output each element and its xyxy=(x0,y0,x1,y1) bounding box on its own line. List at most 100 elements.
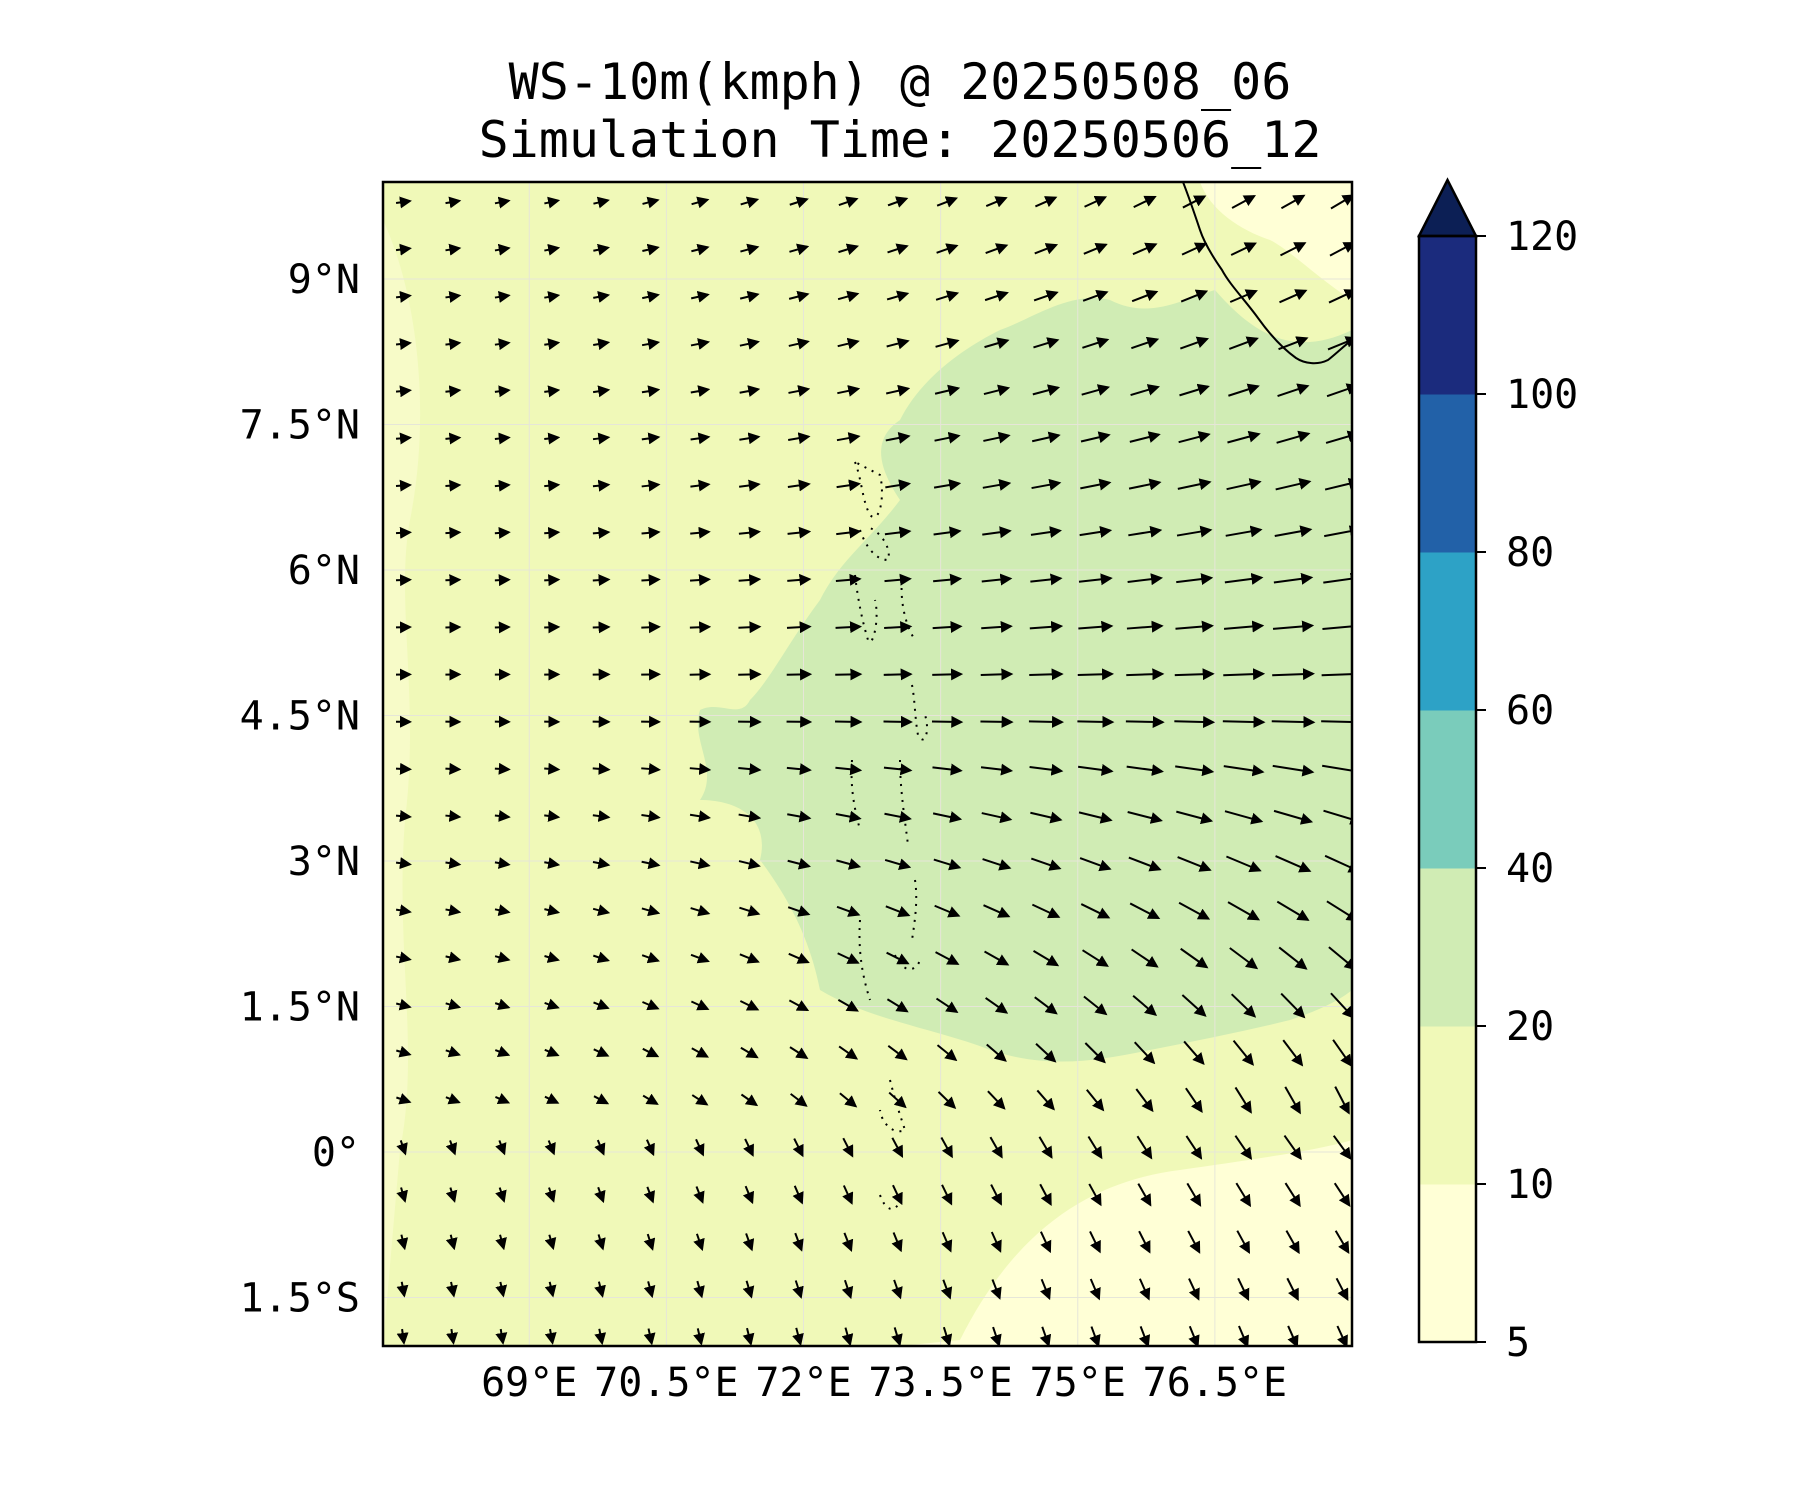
latitude-labels: 9°N 7.5°N 6°N 4.5°N 3°N 1.5°N 0° 1.5°S xyxy=(240,257,360,1322)
wind-vector xyxy=(841,1232,854,1253)
wind-vector xyxy=(445,479,462,492)
map-frame xyxy=(381,180,1354,1348)
wind-vector xyxy=(1129,902,1161,919)
wind-vector xyxy=(494,857,511,869)
wind-vector xyxy=(690,952,710,964)
wind-vector xyxy=(1183,1040,1205,1066)
wind-vector xyxy=(933,479,962,491)
wind-vector xyxy=(544,338,561,351)
wind-vector xyxy=(1277,383,1310,397)
wind-vector xyxy=(985,243,1009,255)
wind-vector xyxy=(1082,337,1110,349)
wind-vector xyxy=(395,290,412,303)
wind-vector xyxy=(1040,1231,1052,1254)
lon-tick-label: 70.5°E xyxy=(594,1360,739,1406)
wind-vector xyxy=(689,763,712,775)
wind-vector xyxy=(445,904,462,917)
wind-vector xyxy=(936,1044,958,1062)
wind-vector xyxy=(494,1045,511,1058)
wind-vector xyxy=(1031,478,1062,491)
wind-vector xyxy=(743,1138,754,1157)
wind-vector xyxy=(1286,1277,1299,1302)
wind-vector xyxy=(1126,668,1165,681)
wind-vector xyxy=(494,574,511,587)
wind-vector xyxy=(1334,1230,1350,1255)
wind-vector xyxy=(445,1093,461,1105)
wind-vector xyxy=(786,621,812,634)
wind-vector xyxy=(1223,668,1266,681)
wind-vector xyxy=(838,196,859,208)
wind-vector xyxy=(544,1045,560,1057)
lat-tick-label: 0° xyxy=(312,1130,360,1176)
wind-vector xyxy=(544,998,560,1010)
wind-vector xyxy=(1272,668,1315,681)
wind-vector xyxy=(1178,901,1211,920)
wind-vector xyxy=(690,290,710,303)
wind-vector xyxy=(1029,620,1064,633)
wind-vector xyxy=(544,951,560,963)
wind-vector xyxy=(1287,1325,1299,1346)
wind-vector xyxy=(1131,948,1159,968)
wind-vector xyxy=(1029,668,1064,681)
colorbar-tick-label: 60 xyxy=(1506,688,1554,734)
wind-vector xyxy=(1272,620,1315,633)
wind-vector xyxy=(885,432,911,444)
wind-vector xyxy=(1031,903,1061,919)
wind-vector xyxy=(445,1045,461,1058)
wind-vector xyxy=(1279,289,1308,304)
wind-vector xyxy=(990,1231,1002,1253)
wind-vector xyxy=(396,1187,408,1203)
wind-vector xyxy=(494,809,511,822)
wind-vector xyxy=(937,1091,957,1110)
colorbar-tick-label: 80 xyxy=(1506,530,1554,576)
wind-vector xyxy=(788,290,810,303)
wind-vector xyxy=(395,479,412,492)
wind-vector xyxy=(445,526,462,539)
wind-vector xyxy=(1083,242,1108,255)
wind-vector xyxy=(738,810,762,823)
wind-vector xyxy=(641,810,661,823)
wind-vector xyxy=(787,810,812,823)
wind-vector xyxy=(885,905,911,918)
lat-tick-label: 4.5°N xyxy=(240,694,360,740)
wind-vector xyxy=(740,243,760,256)
wind-vector xyxy=(792,1232,804,1252)
wind-vector xyxy=(1235,1182,1252,1208)
wind-vector xyxy=(689,810,711,823)
wind-vector xyxy=(1079,525,1113,538)
wind-vector xyxy=(1080,478,1112,491)
wind-vector xyxy=(592,479,611,492)
wind-vector xyxy=(1186,1182,1202,1207)
wind-vector xyxy=(891,1137,904,1158)
map-plot-area xyxy=(383,182,1352,1346)
wind-vector xyxy=(1224,572,1264,585)
colorbar-segment xyxy=(1419,710,1476,869)
colorbar-tick-label: 120 xyxy=(1506,214,1578,260)
wind-vector xyxy=(1222,716,1266,729)
wind-vector xyxy=(396,1281,409,1298)
wind-vector xyxy=(544,385,561,398)
wind-vector xyxy=(739,952,760,964)
wind-vector xyxy=(1185,1087,1203,1113)
wind-vector xyxy=(982,526,1012,539)
wind-vector xyxy=(838,243,859,256)
wind-vector xyxy=(788,385,811,397)
wind-vector xyxy=(1080,431,1111,444)
wind-vector xyxy=(933,858,962,871)
wind-vector xyxy=(445,951,462,964)
colorbar-segment xyxy=(1419,1026,1476,1185)
wind-vector xyxy=(738,857,761,870)
wind-vector xyxy=(1234,1086,1252,1114)
wind-vector xyxy=(1226,478,1262,491)
wind-vector xyxy=(1330,194,1352,210)
wind-vector xyxy=(1324,525,1352,538)
wind-vector xyxy=(592,857,611,869)
wind-vector xyxy=(982,858,1012,871)
wind-vector xyxy=(690,479,711,492)
wind-vector xyxy=(1276,900,1310,921)
wind-vector xyxy=(494,904,511,916)
wind-field-5-10-northeast xyxy=(1200,182,1352,300)
wind-vector xyxy=(641,432,661,445)
wind-vector xyxy=(792,1280,804,1299)
